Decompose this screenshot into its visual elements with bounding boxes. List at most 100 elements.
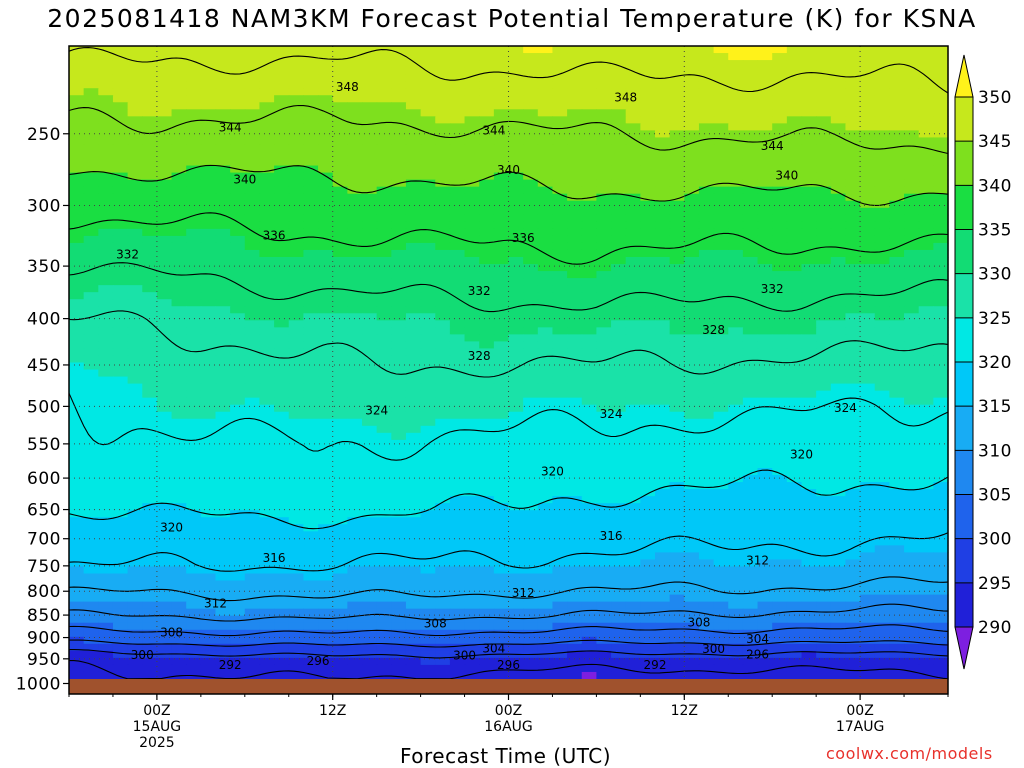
theta-cell [259, 137, 275, 146]
theta-cell [860, 439, 876, 448]
theta-cell [230, 446, 246, 455]
theta-cell [186, 285, 202, 293]
theta-cell [625, 88, 641, 96]
theta-cell [669, 580, 685, 589]
theta-cell [684, 207, 700, 216]
theta-cell [259, 418, 275, 427]
theta-cell [889, 299, 905, 307]
theta-cell [742, 390, 759, 399]
theta-cell [391, 327, 407, 335]
theta-cell [288, 503, 304, 511]
theta-cell [244, 559, 261, 568]
theta-cell [435, 489, 451, 497]
theta-cell [713, 622, 729, 631]
theta-cell [362, 313, 378, 321]
theta-cell [449, 74, 466, 82]
theta-cell [347, 313, 363, 321]
theta-cell [303, 439, 319, 448]
theta-cell [215, 334, 231, 342]
theta-cell [420, 608, 436, 617]
theta-cell [669, 271, 685, 279]
theta-cell [362, 348, 378, 357]
theta-cell [186, 496, 202, 504]
theta-cell [288, 109, 304, 117]
theta-cell [698, 165, 715, 174]
theta-cell [83, 496, 99, 504]
theta-cell [625, 320, 641, 328]
theta-cell [493, 172, 510, 181]
theta-cell [684, 320, 700, 328]
theta-cell [581, 235, 597, 244]
theta-cell [713, 53, 729, 61]
theta-cell [713, 221, 729, 230]
theta-cell [376, 432, 392, 441]
theta-cell [904, 172, 920, 181]
theta-cell [713, 538, 729, 546]
theta-cell [567, 242, 583, 251]
theta-cell [874, 313, 890, 321]
theta-cell [376, 566, 392, 575]
theta-cell [713, 348, 729, 357]
theta-cell [215, 257, 231, 265]
theta-cell [420, 538, 436, 546]
theta-cell [69, 95, 85, 103]
theta-cell [933, 622, 949, 631]
theta-cell [405, 482, 422, 490]
theta-cell [581, 95, 597, 103]
theta-cell [435, 278, 451, 286]
theta-cell [332, 334, 348, 342]
theta-cell [288, 432, 304, 441]
theta-cell [742, 46, 759, 54]
theta-cell [801, 327, 817, 335]
theta-cell [215, 46, 231, 54]
theta-cell [552, 144, 568, 153]
theta-cell [860, 123, 876, 131]
theta-cell [640, 193, 656, 202]
theta-cell [640, 81, 656, 89]
theta-cell [479, 123, 495, 131]
theta-cell [493, 531, 510, 539]
theta-cell [127, 615, 143, 624]
theta-cell [420, 559, 436, 568]
theta-cell [845, 334, 861, 342]
theta-cell [742, 53, 759, 61]
theta-cell [596, 552, 612, 561]
theta-cell [713, 46, 729, 54]
theta-cell [303, 200, 319, 209]
theta-cell [508, 496, 524, 504]
theta-cell [904, 482, 920, 490]
theta-cell [186, 46, 202, 54]
theta-cell [786, 334, 803, 342]
theta-cell [860, 88, 876, 96]
theta-cell [816, 74, 832, 82]
theta-cell [904, 228, 920, 237]
theta-cell [669, 390, 685, 399]
theta-cell [449, 425, 466, 434]
theta-cell [918, 390, 934, 399]
theta-cell [230, 172, 246, 181]
theta-cell [464, 531, 480, 539]
theta-cell [479, 320, 495, 328]
theta-cell [830, 151, 847, 160]
theta-cell [142, 109, 158, 117]
theta-cell [288, 123, 304, 131]
theta-cell [186, 165, 202, 174]
theta-cell [156, 425, 173, 434]
theta-cell [801, 74, 817, 82]
theta-cell [523, 292, 539, 300]
theta-cell [405, 545, 422, 553]
theta-cell [230, 496, 246, 504]
theta-cell [816, 116, 832, 124]
theta-cell [918, 559, 934, 568]
theta-cell [713, 292, 729, 300]
theta-cell [318, 46, 334, 54]
theta-cell [537, 587, 554, 596]
theta-cell [508, 376, 524, 385]
theta-cell [186, 482, 202, 490]
theta-cell [435, 411, 451, 420]
theta-cell [420, 334, 436, 342]
theta-cell [581, 116, 597, 124]
theta-cell [112, 165, 129, 174]
theta-cell [200, 109, 217, 117]
theta-cell [728, 264, 744, 272]
